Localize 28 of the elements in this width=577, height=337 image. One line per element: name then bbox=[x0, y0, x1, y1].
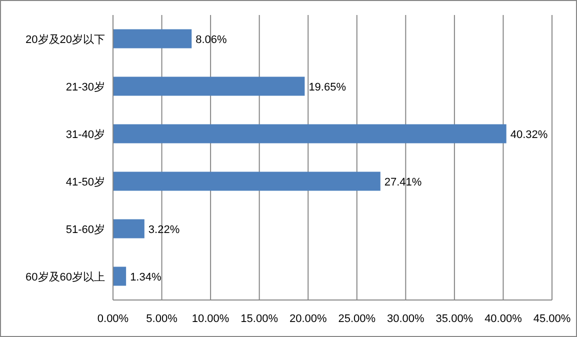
x-tick-label: 10.00% bbox=[192, 313, 230, 325]
data-label: 8.06% bbox=[196, 34, 228, 46]
bar bbox=[113, 219, 144, 238]
data-label: 40.32% bbox=[510, 128, 548, 141]
x-tick-label: 5.00% bbox=[146, 313, 178, 325]
x-tick-label: 45.00% bbox=[533, 313, 571, 325]
x-tick-label: 15.00% bbox=[240, 313, 278, 325]
data-label: 3.22% bbox=[148, 224, 180, 236]
x-tick-label: 35.00% bbox=[436, 313, 474, 325]
y-tick-label: 21-30岁 bbox=[66, 81, 105, 94]
y-tick-label: 51-60岁 bbox=[66, 224, 105, 236]
y-tick-label: 41-50岁 bbox=[66, 176, 105, 188]
data-label: 1.34% bbox=[130, 271, 162, 284]
bar bbox=[113, 124, 506, 144]
data-label: 27.41% bbox=[384, 176, 422, 188]
y-tick-label: 20岁及20岁以下 bbox=[26, 32, 105, 46]
y-tick-label: 31-40岁 bbox=[66, 128, 105, 141]
bar bbox=[113, 172, 380, 191]
x-tick-label: 20.00% bbox=[289, 313, 327, 325]
data-label: 19.65% bbox=[308, 81, 346, 94]
bar bbox=[113, 76, 305, 96]
bar bbox=[113, 29, 192, 48]
x-tick-label: 0.00% bbox=[97, 313, 129, 325]
y-tick-label: 60岁及60岁以上 bbox=[26, 270, 105, 284]
bar bbox=[113, 266, 126, 286]
x-tick-label: 25.00% bbox=[338, 313, 376, 325]
x-tick-label: 40.00% bbox=[484, 313, 522, 325]
x-tick-label: 30.00% bbox=[387, 313, 425, 325]
